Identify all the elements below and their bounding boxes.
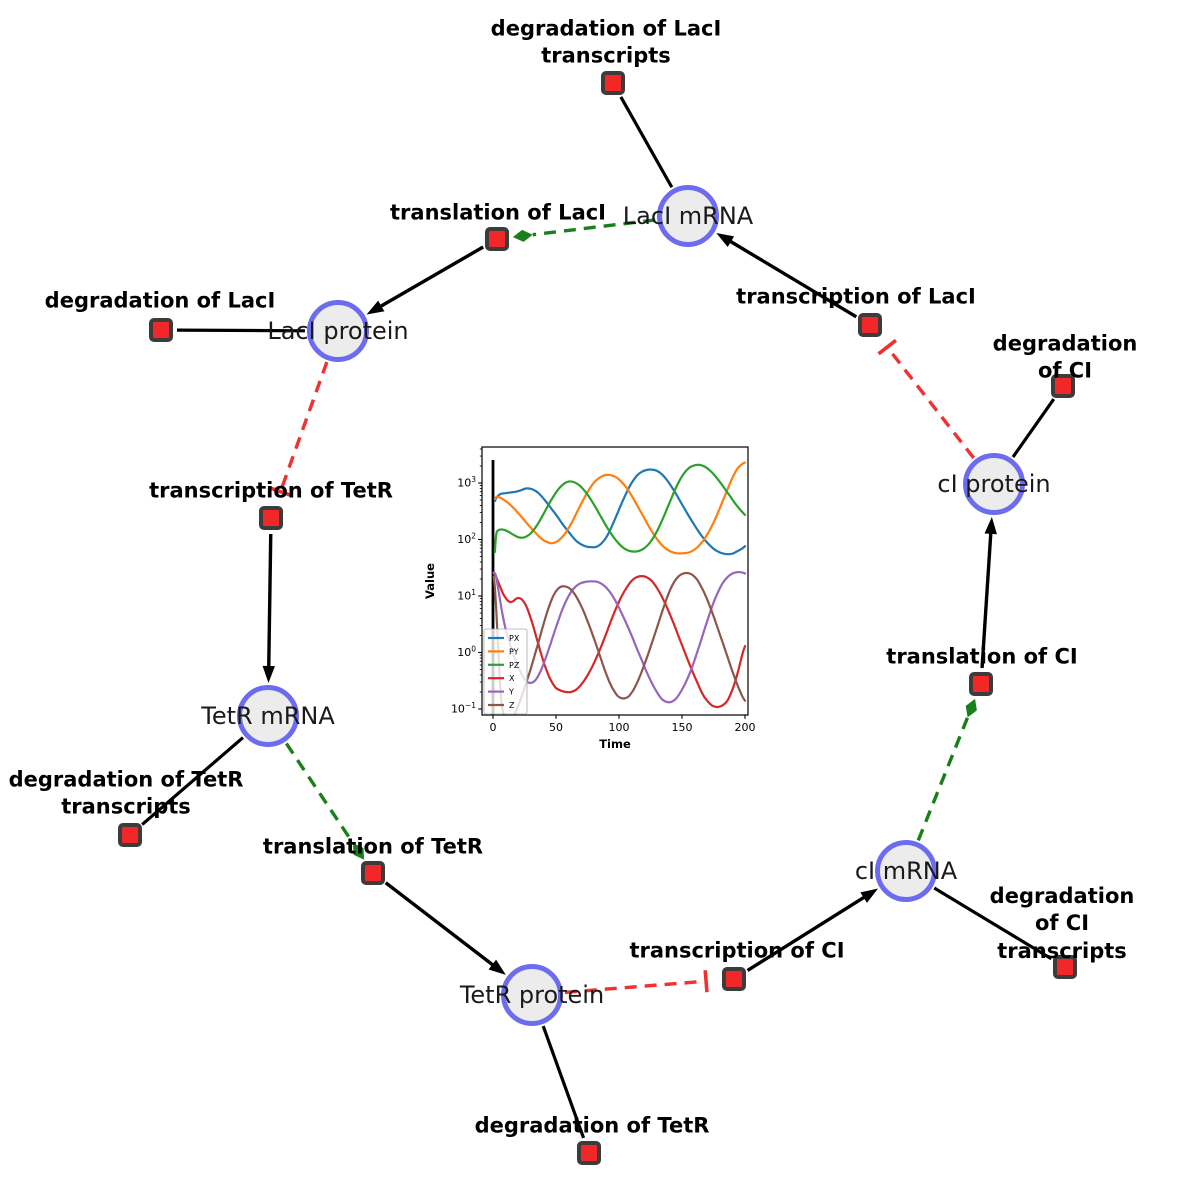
species-node-cI_mrna[interactable] — [875, 840, 937, 902]
reaction-node-deg_lacI_tx[interactable] — [601, 71, 625, 95]
legend-label-PZ: PZ — [509, 661, 520, 670]
y-tick-label: 101 — [457, 588, 476, 603]
reaction-label-deg_cI_tx: degradation of CI transcripts — [989, 884, 1135, 963]
x-axis-label: Time — [599, 737, 631, 751]
x-tick-label: 100 — [609, 721, 630, 734]
reaction-label-transl_cI: translation of CI — [886, 644, 1078, 669]
series-PZ — [493, 463, 747, 554]
reaction-label-tc_cI: transcription of CI — [629, 938, 845, 963]
chart-legend: PX PY PZ XYZ — [483, 628, 528, 715]
x-tick-label: 50 — [549, 721, 563, 734]
legend-label-Y: Y — [508, 688, 514, 697]
edge-lacI_protein-tc_tetR — [269, 361, 329, 498]
edge-cI_protein-tc_lacI — [877, 338, 976, 460]
edge-lacI_mrna-deg_lacI_tx — [619, 96, 674, 189]
legend-label-PY: PY — [509, 647, 519, 656]
reaction-label-tc_lacI: transcription of LacI — [736, 284, 976, 309]
reaction-label-deg_lacI_tx: degradation of LacI transcripts — [490, 16, 722, 68]
reaction-node-deg_lacI[interactable] — [149, 318, 173, 342]
species-node-tetR_mrna[interactable] — [237, 685, 299, 747]
reaction-label-deg_lacI: degradation of LacI — [44, 288, 276, 313]
reaction-label-tc_tetR: transcription of TetR — [149, 478, 393, 503]
reaction-node-transl_cI[interactable] — [969, 672, 993, 696]
reaction-node-tc_lacI[interactable] — [858, 313, 882, 337]
species-node-lacI_protein[interactable] — [307, 300, 369, 362]
y-tick-label: 100 — [457, 645, 476, 660]
reaction-label-transl_lacI: translation of LacI — [390, 200, 606, 225]
y-tick-label: 10−1 — [451, 701, 476, 716]
edge-transl_tetR-tetR_protein — [384, 881, 506, 975]
series-X — [492, 572, 747, 709]
y-tick-label: 102 — [457, 532, 476, 547]
edge-cI_mrna-transl_cI — [916, 698, 977, 842]
species-node-cI_protein[interactable] — [963, 453, 1025, 515]
x-tick-label: 0 — [490, 721, 497, 734]
y-axis-label: Value — [423, 563, 437, 599]
species-label-lacI_mrna: LacI mRNA — [622, 202, 754, 230]
species-node-tetR_protein[interactable] — [501, 964, 563, 1026]
reaction-node-deg_cI_tx[interactable] — [1053, 955, 1077, 979]
reaction-node-transl_lacI[interactable] — [485, 227, 509, 251]
reaction-node-deg_tetR_tx[interactable] — [118, 823, 142, 847]
edge-tc_tetR-tetR_mrna — [262, 533, 275, 684]
species-label-tetR_mrna: TetR mRNA — [201, 702, 335, 730]
x-tick-label: 150 — [672, 721, 693, 734]
reaction-label-deg_cI: degradation of CI — [992, 331, 1138, 383]
reaction-node-deg_tetR[interactable] — [577, 1141, 601, 1165]
reaction-node-transl_tetR[interactable] — [361, 861, 385, 885]
species-label-cI_protein: cI protein — [937, 470, 1051, 498]
species-label-lacI_protein: LacI protein — [267, 317, 409, 345]
reaction-node-tc_tetR[interactable] — [259, 506, 283, 530]
reaction-label-deg_tetR: degradation of TetR — [474, 1113, 710, 1138]
y-tick-label: 103 — [457, 475, 476, 490]
edge-transl_lacI-lacI_protein — [366, 245, 485, 315]
reaction-node-deg_cI[interactable] — [1051, 374, 1075, 398]
reaction-label-transl_tetR: translation of TetR — [262, 834, 484, 859]
legend-label-X: X — [509, 674, 515, 683]
x-tick-label: 200 — [735, 721, 756, 734]
species-label-cI_mrna: cI mRNA — [854, 857, 958, 885]
legend-label-Z: Z — [509, 701, 515, 710]
species-node-lacI_mrna[interactable] — [657, 185, 719, 247]
reaction-label-deg_tetR_tx: degradation of TetR transcripts — [8, 767, 244, 819]
edge-cI_protein-deg_cI — [1011, 398, 1056, 458]
species-label-tetR_protein: TetR protein — [459, 981, 605, 1009]
legend-label-PX: PX — [509, 634, 520, 643]
reaction-node-tc_cI[interactable] — [722, 967, 746, 991]
